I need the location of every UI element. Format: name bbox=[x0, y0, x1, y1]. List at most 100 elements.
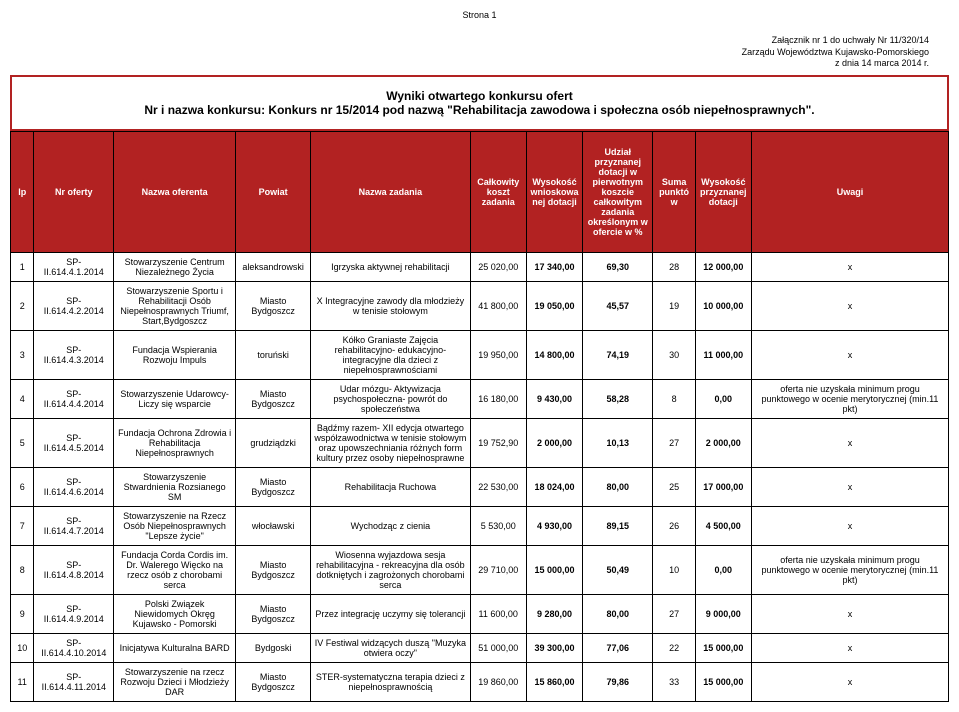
cell-wniosk: 17 340,00 bbox=[526, 253, 582, 282]
table-row: 4SP-II.614.4.4.2014Stowarzyszenie Udarow… bbox=[11, 380, 949, 419]
attachment-line-3: z dnia 14 marca 2014 r. bbox=[10, 58, 929, 70]
col-header-8: Suma punktów bbox=[653, 132, 695, 253]
cell-udzial: 80,00 bbox=[583, 468, 653, 507]
cell-koszt: 25 020,00 bbox=[470, 253, 526, 282]
cell-zadanie: Kółko Graniaste Zajęcia rehabilitacyjno-… bbox=[311, 331, 470, 380]
cell-zadanie: Igrzyska aktywnej rehabilitacji bbox=[311, 253, 470, 282]
cell-suma: 28 bbox=[653, 253, 695, 282]
cell-koszt: 19 950,00 bbox=[470, 331, 526, 380]
cell-nr: SP-II.614.4.4.2014 bbox=[34, 380, 114, 419]
cell-uwagi: x bbox=[751, 419, 948, 468]
cell-uwagi: x bbox=[751, 595, 948, 634]
cell-powiat: Bydgoski bbox=[236, 634, 311, 663]
cell-przyzn: 15 000,00 bbox=[695, 663, 751, 702]
cell-uwagi: x bbox=[751, 331, 948, 380]
cell-powiat: Miasto Bydgoszcz bbox=[236, 663, 311, 702]
cell-przyzn: 9 000,00 bbox=[695, 595, 751, 634]
col-header-6: Wysokość wnioskowanej dotacji bbox=[526, 132, 582, 253]
cell-oferent: Fundacja Wspierania Rozwoju Impuls bbox=[114, 331, 236, 380]
col-header-3: Powiat bbox=[236, 132, 311, 253]
cell-zadanie: X Integracyjne zawody dla młodzieży w te… bbox=[311, 282, 470, 331]
cell-wniosk: 39 300,00 bbox=[526, 634, 582, 663]
col-header-10: Uwagi bbox=[751, 132, 948, 253]
cell-nr: SP-II.614.4.3.2014 bbox=[34, 331, 114, 380]
col-header-0: lp bbox=[11, 132, 34, 253]
cell-nr: SP-II.614.4.11.2014 bbox=[34, 663, 114, 702]
table-row: 6SP-II.614.4.6.2014Stowarzyszenie Stward… bbox=[11, 468, 949, 507]
cell-lp: 1 bbox=[11, 253, 34, 282]
title-sub: Nr i nazwa konkursu: Konkurs nr 15/2014 … bbox=[32, 103, 927, 117]
cell-oferent: Polski Związek Niewidomych Okręg Kujawsk… bbox=[114, 595, 236, 634]
cell-uwagi: x bbox=[751, 468, 948, 507]
table-row: 10SP-II.614.4.10.2014Inicjatywa Kultural… bbox=[11, 634, 949, 663]
cell-oferent: Stowarzyszenie Sportu i Rehabilitacji Os… bbox=[114, 282, 236, 331]
table-row: 1SP-II.614.4.1.2014Stowarzyszenie Centru… bbox=[11, 253, 949, 282]
col-header-7: Udział przyznanej dotacji w pierwotnym k… bbox=[583, 132, 653, 253]
cell-wniosk: 15 000,00 bbox=[526, 546, 582, 595]
table-row: 11SP-II.614.4.11.2014Stowarzyszenie na r… bbox=[11, 663, 949, 702]
cell-oferent: Stowarzyszenie Udarowcy- Liczy się wspar… bbox=[114, 380, 236, 419]
cell-suma: 10 bbox=[653, 546, 695, 595]
page-number: Strona 1 bbox=[10, 10, 949, 20]
cell-suma: 30 bbox=[653, 331, 695, 380]
cell-wniosk: 15 860,00 bbox=[526, 663, 582, 702]
cell-koszt: 11 600,00 bbox=[470, 595, 526, 634]
cell-udzial: 74,19 bbox=[583, 331, 653, 380]
cell-uwagi: x bbox=[751, 634, 948, 663]
cell-zadanie: STER-systematyczna terapia dzieci z niep… bbox=[311, 663, 470, 702]
attachment-line-1: Załącznik nr 1 do uchwały Nr 11/320/14 bbox=[10, 35, 929, 47]
cell-nr: SP-II.614.4.8.2014 bbox=[34, 546, 114, 595]
cell-przyzn: 12 000,00 bbox=[695, 253, 751, 282]
cell-zadanie: Udar mózgu- Aktywizacja psychospołeczna-… bbox=[311, 380, 470, 419]
cell-przyzn: 0,00 bbox=[695, 546, 751, 595]
cell-suma: 33 bbox=[653, 663, 695, 702]
table-row: 9SP-II.614.4.9.2014Polski Związek Niewid… bbox=[11, 595, 949, 634]
cell-udzial: 50,49 bbox=[583, 546, 653, 595]
cell-udzial: 79,86 bbox=[583, 663, 653, 702]
table-row: 3SP-II.614.4.3.2014Fundacja Wspierania R… bbox=[11, 331, 949, 380]
cell-uwagi: x bbox=[751, 253, 948, 282]
cell-przyzn: 0,00 bbox=[695, 380, 751, 419]
cell-uwagi: x bbox=[751, 663, 948, 702]
cell-powiat: Miasto Bydgoszcz bbox=[236, 595, 311, 634]
cell-lp: 8 bbox=[11, 546, 34, 595]
table-row: 2SP-II.614.4.2.2014Stowarzyszenie Sportu… bbox=[11, 282, 949, 331]
cell-przyzn: 2 000,00 bbox=[695, 419, 751, 468]
cell-powiat: grudziądzki bbox=[236, 419, 311, 468]
cell-powiat: toruński bbox=[236, 331, 311, 380]
cell-udzial: 77,06 bbox=[583, 634, 653, 663]
cell-oferent: Fundacja Corda Cordis im. Dr. Walerego W… bbox=[114, 546, 236, 595]
cell-uwagi: oferta nie uzyskała minimum progu punkto… bbox=[751, 380, 948, 419]
cell-powiat: Miasto Bydgoszcz bbox=[236, 380, 311, 419]
attachment-note: Załącznik nr 1 do uchwały Nr 11/320/14 Z… bbox=[10, 35, 949, 70]
cell-udzial: 45,57 bbox=[583, 282, 653, 331]
cell-powiat: włocławski bbox=[236, 507, 311, 546]
cell-udzial: 69,30 bbox=[583, 253, 653, 282]
cell-udzial: 10,13 bbox=[583, 419, 653, 468]
title-box: Wyniki otwartego konkursu ofert Nr i naz… bbox=[10, 75, 949, 131]
cell-suma: 25 bbox=[653, 468, 695, 507]
cell-oferent: Stowarzyszenie na Rzecz Osób Niepełnospr… bbox=[114, 507, 236, 546]
cell-uwagi: x bbox=[751, 282, 948, 331]
cell-zadanie: Rehabilitacja Ruchowa bbox=[311, 468, 470, 507]
cell-nr: SP-II.614.4.6.2014 bbox=[34, 468, 114, 507]
cell-koszt: 51 000,00 bbox=[470, 634, 526, 663]
cell-powiat: aleksandrowski bbox=[236, 253, 311, 282]
cell-suma: 27 bbox=[653, 419, 695, 468]
table-row: 5SP-II.614.4.5.2014Fundacja Ochrona Zdro… bbox=[11, 419, 949, 468]
cell-nr: SP-II.614.4.10.2014 bbox=[34, 634, 114, 663]
cell-oferent: Stowarzyszenie Stwardnienia Rozsianego S… bbox=[114, 468, 236, 507]
table-row: 7SP-II.614.4.7.2014Stowarzyszenie na Rze… bbox=[11, 507, 949, 546]
col-header-2: Nazwa oferenta bbox=[114, 132, 236, 253]
cell-zadanie: Bądźmy razem- XII edycja otwartego współ… bbox=[311, 419, 470, 468]
attachment-line-2: Zarządu Województwa Kujawsko-Pomorskiego bbox=[10, 47, 929, 59]
col-header-1: Nr oferty bbox=[34, 132, 114, 253]
cell-suma: 22 bbox=[653, 634, 695, 663]
cell-zadanie: IV Festiwal widzących duszą "Muzyka otwi… bbox=[311, 634, 470, 663]
cell-lp: 6 bbox=[11, 468, 34, 507]
cell-zadanie: Wychodząc z cienia bbox=[311, 507, 470, 546]
cell-wniosk: 4 930,00 bbox=[526, 507, 582, 546]
cell-nr: SP-II.614.4.9.2014 bbox=[34, 595, 114, 634]
cell-nr: SP-II.614.4.2.2014 bbox=[34, 282, 114, 331]
cell-nr: SP-II.614.4.1.2014 bbox=[34, 253, 114, 282]
